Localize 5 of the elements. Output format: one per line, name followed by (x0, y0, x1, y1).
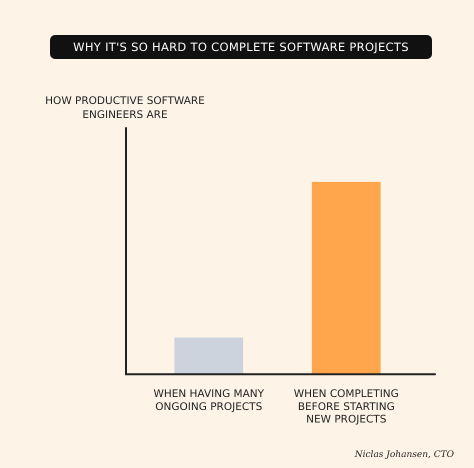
chart-title: WHY IT'S SO HARD TO COMPLETE SOFTWARE PROJECTS (50, 35, 432, 59)
x-tick-label: WHEN HAVING MANY ONGOING PROJECTS (153, 388, 265, 413)
text: Niclas Johansen, CTO (354, 450, 454, 460)
text: HOW PRODUCTIVE SOFTWARE ENGINEERS ARE (44, 94, 206, 122)
x-tick-label: WHEN COMPLETING BEFORE STARTING NEW PROJECTS (294, 388, 399, 426)
